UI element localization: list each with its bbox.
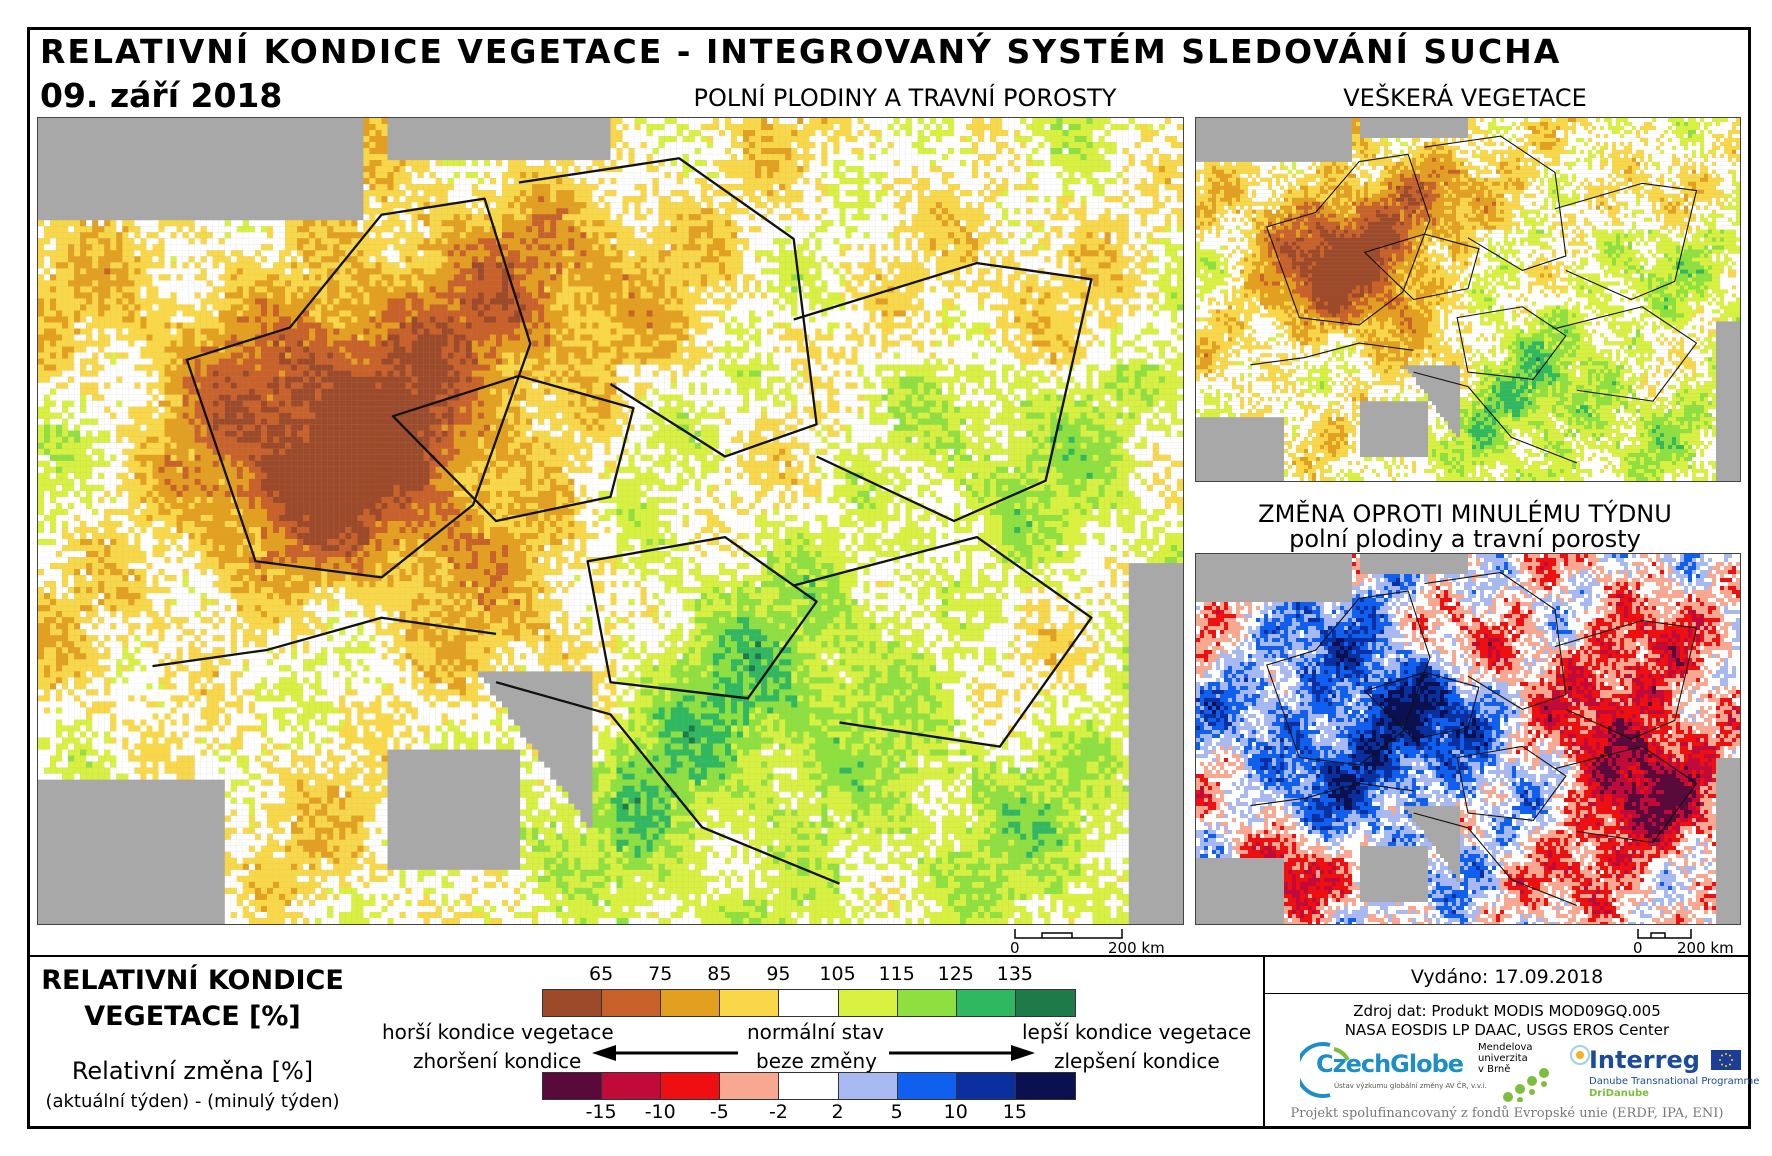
worsening-label: zhoršení kondice [413,1049,581,1073]
condition-swatch [779,990,839,1016]
tick-label: 65 [571,963,631,985]
page-title: RELATIVNÍ KONDICE VEGETACE - INTEGROVANÝ… [40,32,1561,71]
tick-label: 125 [926,963,986,985]
tick-label: 75 [630,963,690,985]
condition-swatch [661,990,721,1016]
tick-label: 15 [985,1101,1045,1123]
change-swatch [543,1073,603,1099]
interreg-wordmark: Interreg [1589,1046,1700,1074]
condition-swatch [838,990,898,1016]
small-scale-zero: 0 [1633,939,1643,957]
tick-label: 115 [867,963,927,985]
mendel-university-logo: Mendelova univerzita v Brně [1478,1042,1558,1102]
legend-title-2: VEGETACE [%] [35,999,350,1035]
tick-label: -10 [630,1101,690,1123]
map-raster [38,118,1183,924]
change-color-bar [542,1072,1076,1100]
change-swatch [720,1073,780,1099]
change-map-title: ZMĚNA OPROTI MINULÉMU TÝDNU [1195,500,1735,528]
condition-swatch [602,990,662,1016]
dridanube-label: DriDanube [1589,1088,1649,1099]
tick-label: 85 [689,963,749,985]
mendel-line2: univerzita [1478,1053,1528,1064]
change-swatch [602,1073,662,1099]
condition-swatch [897,990,957,1016]
tick-label: 105 [808,963,868,985]
czechglobe-wordmark: CzechGlobe [1316,1050,1464,1078]
czechglobe-logo: CzechGlobe Ústav výzkumu globální změny … [1294,1040,1487,1100]
main-scale-bar: 0 200 km [1010,928,1180,957]
legend-change-subtitle: (aktuální týden) - (minulý týden) [35,1091,350,1112]
info-divider [1263,993,1751,994]
tick-label: 10 [926,1101,986,1123]
change-swatch [661,1073,721,1099]
legend-change-title: Relativní změna [%] [35,1057,350,1085]
mendel-line1: Mendelova [1478,1042,1533,1053]
condition-swatch [543,990,603,1016]
main-scale-label: 200 km [1108,939,1165,957]
data-source-1: Zdroj dat: Produkt MODIS MOD09GQ.005 [1266,1002,1748,1020]
small-scale-label: 200 km [1677,939,1734,957]
right-arrow [889,1045,1035,1061]
condition-color-bar [542,989,1076,1017]
condition-swatch [720,990,780,1016]
tick-label: -5 [689,1101,749,1123]
change-swatch [838,1073,898,1099]
main-vegetation-map [37,117,1184,925]
eu-flag-icon [1711,1050,1741,1070]
left-arrow [592,1045,738,1061]
tick-label: -15 [571,1101,631,1123]
better-condition-label: lepší kondice vegetace [1022,1020,1251,1044]
change-swatch [779,1073,839,1099]
all-vegetation-title: VEŠKERÁ VEGETACE [1195,84,1735,112]
tick-label: 2 [808,1101,868,1123]
issued-date: Vydáno: 17.09.2018 [1266,966,1748,988]
tick-label: 135 [985,963,1045,985]
no-change-label: beze změny [756,1049,877,1073]
all-vegetation-map [1195,117,1741,482]
czechglobe-subtitle: Ústav výzkumu globální změny AV ČR, v.v.… [1334,1082,1487,1090]
interreg-subtitle: Danube Transnational Programme [1589,1076,1759,1087]
tick-label: 95 [748,963,808,985]
condition-swatch [1015,990,1075,1016]
tick-label: 5 [867,1101,927,1123]
data-source-2: NASA EOSDIS LP DAAC, USGS EROS Center [1266,1021,1748,1039]
legend-top-rule [27,955,1751,957]
main-map-title: POLNÍ PLODINY A TRAVNÍ POROSTY [640,84,1170,112]
map-raster [1196,118,1740,481]
legend-title-1: RELATIVNÍ KONDICE [35,963,350,999]
funding-note: Projekt spolufinancovaný z fondů Evropsk… [1266,1106,1748,1121]
normal-state-label: normální stav [747,1020,884,1044]
change-swatch [956,1073,1016,1099]
change-swatch [897,1073,957,1099]
improvement-label: zlepšení kondice [1054,1049,1220,1073]
change-map-subtitle: polní plodiny a travní porosty [1195,525,1735,553]
weekly-change-map [1195,553,1741,925]
mendel-line3: v Brně [1478,1064,1510,1075]
tick-label: -2 [748,1101,808,1123]
main-scale-zero: 0 [1010,939,1020,957]
date-label: 09. září 2018 [40,76,282,115]
condition-swatch [956,990,1016,1016]
legend-divider [1263,955,1265,1129]
worse-condition-label: horší kondice vegetace [382,1020,614,1044]
small-scale-bar: 0 200 km [1633,928,1743,957]
map-raster [1196,554,1740,924]
change-swatch [1015,1073,1075,1099]
interreg-logo: Interreg Danube Transnational Programme … [1565,1040,1759,1102]
